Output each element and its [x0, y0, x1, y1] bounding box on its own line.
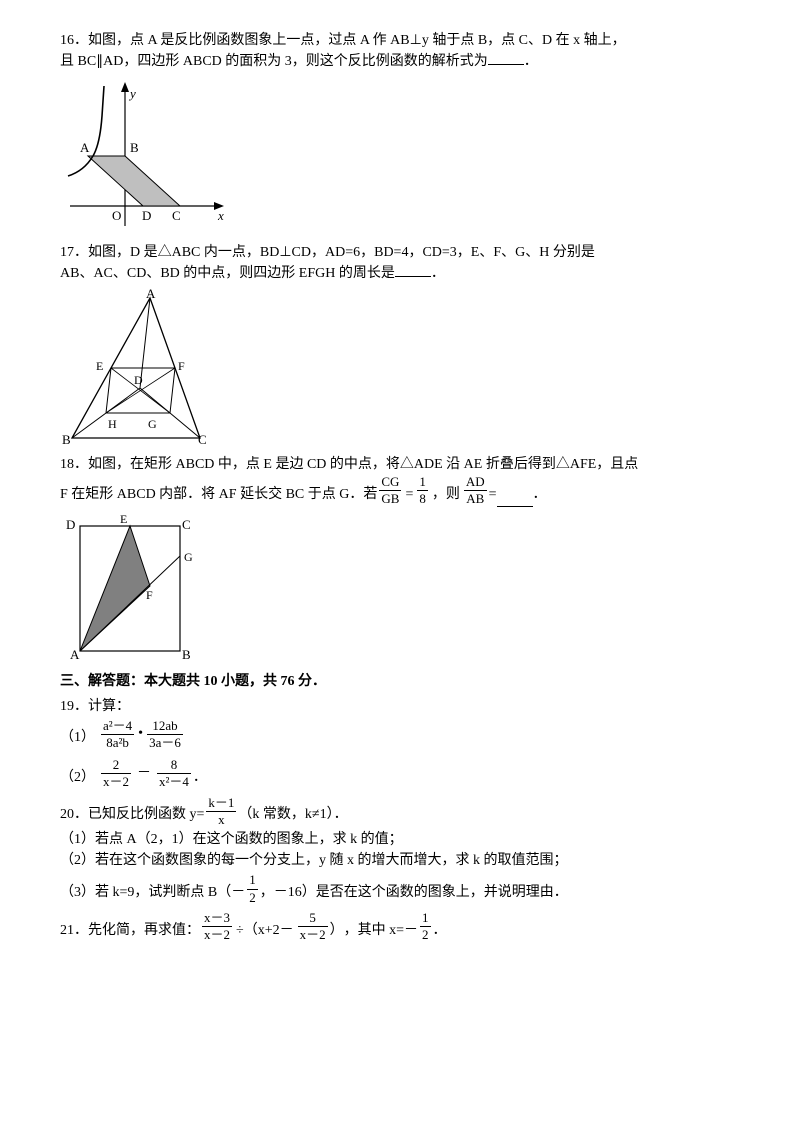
svg-text:B: B: [130, 140, 139, 155]
q20-line1: 20．已知反比例函数 y= k－1x （k 常数，k≠1）．: [60, 796, 740, 828]
q18-text-b: F 在矩形 ABCD 内部．将 AF 延长交 BC 于点 G．若 CGGB = …: [60, 475, 740, 507]
q19-part-2: （2） 2x－2 － 8x²－4 ．: [60, 758, 740, 790]
blank: [497, 494, 533, 507]
svg-text:D: D: [142, 208, 151, 223]
problem-16: 16．如图，点 A 是反比例函数图象上一点，过点 A 作 AB⊥y 轴于点 B，…: [60, 30, 740, 236]
svg-text:C: C: [182, 517, 191, 532]
svg-text:x: x: [217, 208, 224, 223]
svg-text:A: A: [80, 140, 90, 155]
q16-figure: y x A B O D C: [60, 76, 230, 236]
svg-text:A: A: [146, 288, 156, 301]
frac-p2b: 8x²－4: [155, 758, 193, 790]
problem-17: 17．如图，D 是△ABC 内一点，BD⊥CD，AD=6，BD=4，CD=3，E…: [60, 242, 740, 448]
q18-text-a: 18．如图，在矩形 ABCD 中，点 E 是边 CD 的中点，将△ADE 沿 A…: [60, 454, 740, 475]
frac-ad-ab: ADAB: [462, 475, 489, 507]
q18-figure: D E C G F A B: [60, 511, 210, 661]
q16-text-b: 且 BC∥AD，四边形 ABCD 的面积为 3，则这个反比例函数的解析式为．: [60, 51, 740, 72]
svg-text:E: E: [96, 359, 103, 373]
svg-text:C: C: [172, 208, 181, 223]
q17-text-b: AB、AC、CD、BD 的中点，则四边形 EFGH 的周长是．: [60, 263, 740, 284]
q20-p2: （2）若在这个函数图象的每一个分支上，y 随 x 的增大而增大，求 k 的取值范…: [60, 850, 740, 871]
q17-text-a: 17．如图，D 是△ABC 内一点，BD⊥CD，AD=6，BD=4，CD=3，E…: [60, 242, 740, 263]
frac-q20p3: 12: [245, 873, 260, 905]
q21-line: 21．先化简，再求值： x－3x－2 ÷（x+2－ 5x－2 ） ，其中 x=－…: [60, 911, 740, 943]
q16-text-a: 16．如图，点 A 是反比例函数图象上一点，过点 A 作 AB⊥y 轴于点 B，…: [60, 30, 740, 51]
svg-text:H: H: [108, 417, 117, 431]
blank: [488, 52, 524, 65]
frac-q21c: 12: [418, 911, 433, 943]
frac-p1a: a²－48a²b: [99, 719, 136, 751]
svg-text:F: F: [146, 588, 153, 602]
q20-p3: （3）若 k=9，试判断点 B（－ 12 ，－16）是否在这个函数的图象上，并说…: [60, 873, 740, 905]
blank: [395, 264, 431, 277]
svg-text:A: A: [70, 647, 80, 661]
svg-text:D: D: [134, 373, 143, 387]
svg-text:G: G: [184, 550, 193, 564]
problem-21: 21．先化简，再求值： x－3x－2 ÷（x+2－ 5x－2 ） ，其中 x=－…: [60, 911, 740, 943]
svg-text:y: y: [128, 86, 136, 101]
svg-text:F: F: [178, 359, 185, 373]
svg-text:D: D: [66, 517, 75, 532]
problem-20: 20．已知反比例函数 y= k－1x （k 常数，k≠1）． （1）若点 A（2…: [60, 796, 740, 905]
svg-text:B: B: [182, 647, 191, 661]
q20-p1: （1）若点 A（2，1）在这个函数的图象上，求 k 的值；: [60, 829, 740, 850]
section-3-title: 三、解答题：本大题共 10 小题，共 76 分．: [60, 671, 740, 692]
frac-q21b: 5x－2: [296, 911, 330, 943]
svg-text:B: B: [62, 432, 71, 447]
svg-text:C: C: [198, 432, 207, 447]
q19-title: 19．计算：: [60, 696, 740, 717]
frac-p1b: 12ab3a－6: [145, 719, 185, 751]
problem-19: 19．计算： （1） a²－48a²b • 12ab3a－6 （2） 2x－2 …: [60, 696, 740, 790]
frac-p2a: 2x－2: [99, 758, 133, 790]
q19-part-1: （1） a²－48a²b • 12ab3a－6: [60, 719, 740, 751]
frac-k1x: k－1x: [204, 796, 238, 828]
svg-text:G: G: [148, 417, 157, 431]
frac-q21a: x－3x－2: [200, 911, 234, 943]
q17-figure: A B C D E F G H: [60, 288, 220, 448]
svg-text:O: O: [112, 208, 121, 223]
problem-18: 18．如图，在矩形 ABCD 中，点 E 是边 CD 的中点，将△ADE 沿 A…: [60, 454, 740, 661]
frac-1-8: 18: [415, 475, 430, 507]
frac-cg-gb: CGGB: [377, 475, 403, 507]
svg-text:E: E: [120, 512, 127, 526]
